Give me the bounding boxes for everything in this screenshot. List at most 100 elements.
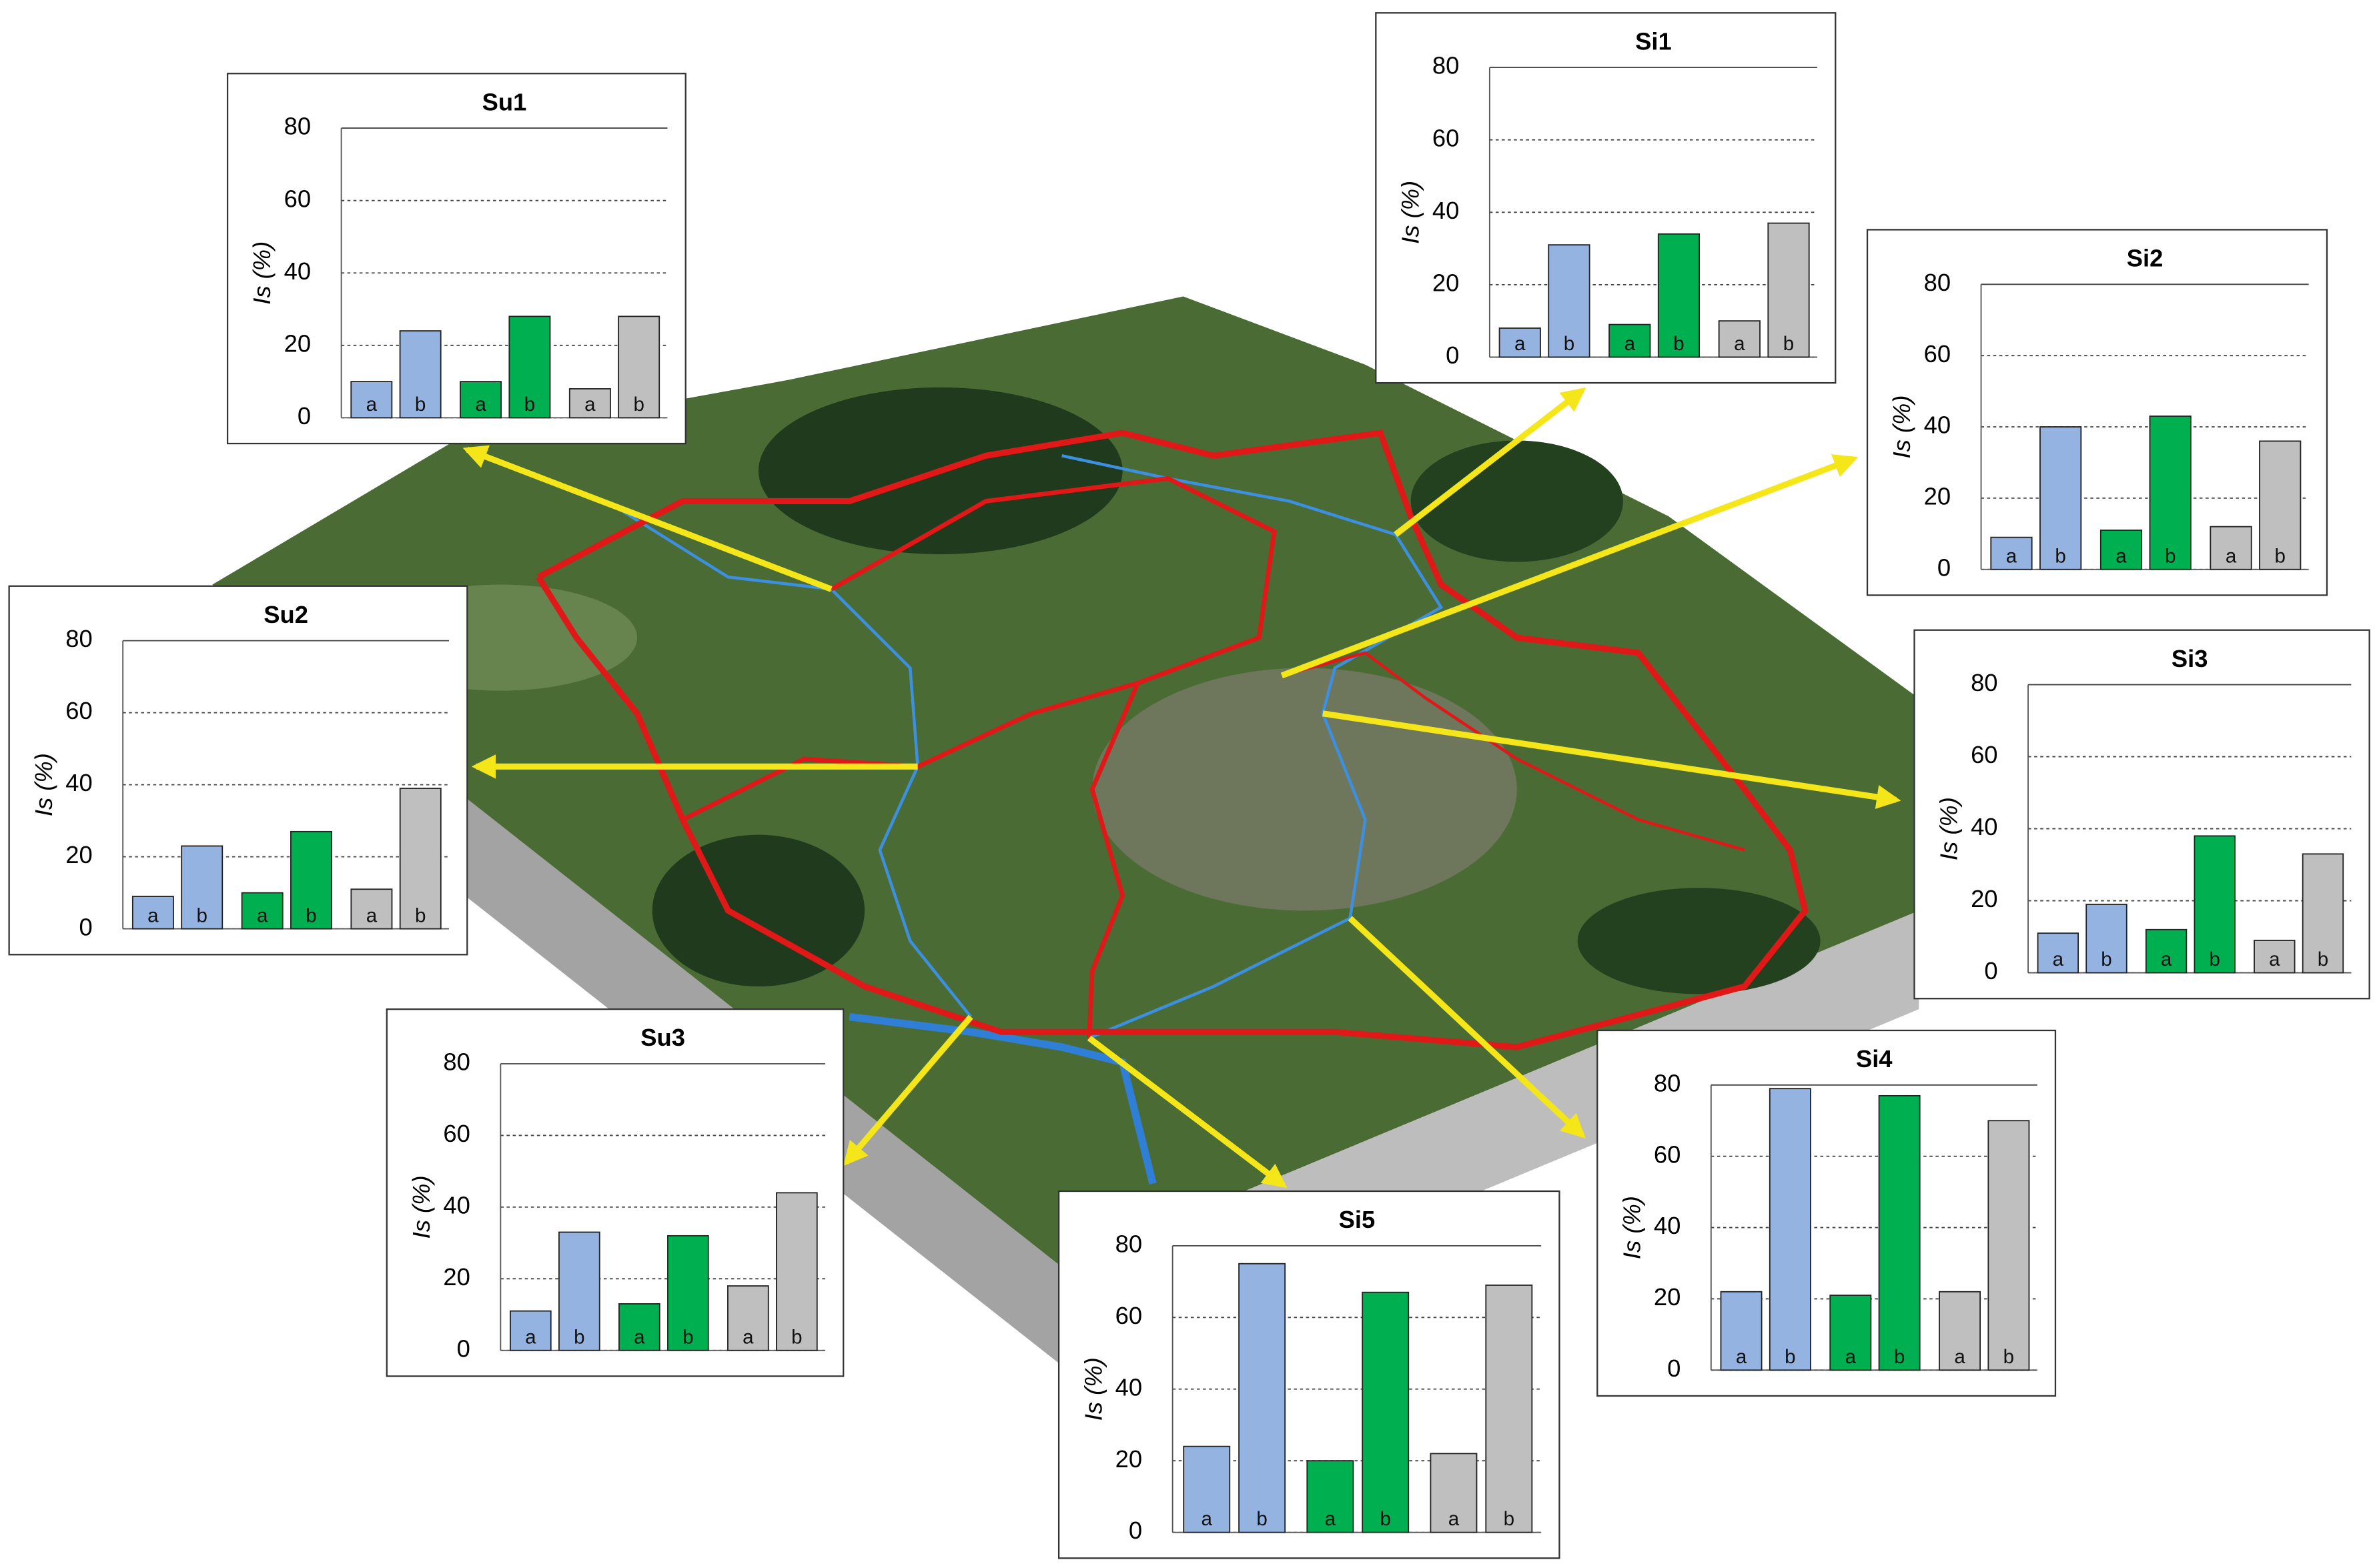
bar-category-label: a [1514,333,1526,355]
arrow [1280,454,1859,679]
bar [350,381,393,419]
y-tick-label: 40 [1971,813,1997,840]
chart-frame [1375,12,1837,384]
bar-category-label: b [2003,1346,2014,1368]
bar [2149,416,2192,570]
y-tick-label: 20 [1971,885,1997,912]
chart-title: Si5 [1339,1206,1376,1233]
y-tick-label: 60 [443,1120,470,1147]
bar [1183,1445,1231,1533]
bar-category-label: b [306,904,316,926]
y-tick-label: 80 [1924,269,1951,296]
bar [1498,327,1541,358]
bar-category-label: b [2274,545,2285,567]
y-tick-label: 60 [1432,124,1459,151]
bar-category-label: a [1845,1346,1857,1368]
bar-category-label: a [1736,1346,1747,1368]
bar [1987,1120,2030,1371]
bar [399,330,442,419]
bar-category-label: a [2226,545,2237,567]
bar [1769,1088,1811,1371]
bar-category-label: b [1673,333,1684,355]
arrow [1087,1035,1288,1189]
bar [558,1231,600,1351]
subwatershed-boundary [1281,651,1745,852]
bar-category-label: b [2055,545,2065,567]
bar [2039,426,2082,570]
chart-title: Si3 [2172,645,2208,672]
y-tick-label: 0 [298,402,311,430]
watershed-boundary [536,430,1809,1050]
y-tick-label: 40 [65,769,92,796]
bar-category-label: a [1954,1346,1965,1368]
y-tick-label: 60 [65,697,92,724]
bar-category-label: b [2318,948,2328,970]
y-tick-label: 60 [1971,741,1997,768]
subwatershed-boundary [830,476,1277,1038]
chart: Su3 Is (%) 0 20 40 60 80 a b a b a b [386,1008,845,1377]
bar [181,845,223,930]
bar [1548,244,1590,358]
bar-category-label: a [2006,545,2017,567]
bar-category-label: b [791,1326,802,1348]
bar-category-label: a [634,1326,645,1348]
bar-category-label: b [1783,333,1794,355]
bar-category-label: a [366,394,378,416]
bar-category-label: b [2165,545,2176,567]
y-tick-label: 40 [1654,1212,1681,1239]
y-tick-label: 60 [284,185,311,212]
arrow [1348,916,1586,1138]
bar-category-label: b [1380,1508,1390,1530]
bar [568,388,611,419]
chart-frame [226,73,686,445]
bar [776,1192,818,1351]
bar-category-label: a [743,1326,754,1348]
terrain-map [212,296,1919,1366]
y-tick-label: 60 [1654,1140,1681,1168]
chart-title: Su2 [264,601,308,628]
y-tick-label: 20 [1924,483,1951,510]
bar-category-label: b [415,904,426,926]
chart-frame [1913,629,2370,1000]
y-tick-label: 40 [1432,197,1459,224]
bar-category-label: b [2101,948,2111,970]
bar-category-label: a [147,904,159,926]
bar-category-label: a [525,1326,536,1348]
river [849,1012,1157,1185]
bar [1829,1295,1872,1371]
bar [667,1235,709,1351]
y-tick-label: 80 [1115,1230,1142,1257]
chart-title: Su3 [640,1024,685,1051]
bar-category-label: b [2210,948,2220,970]
bar [510,1310,552,1351]
y-tick-label: 20 [65,841,92,868]
y-tick-label: 20 [1115,1445,1142,1473]
y-axis-label: Is (%) [248,241,276,305]
bar-category-label: a [366,904,378,926]
bar [727,1285,769,1351]
forest-patch [1410,440,1623,562]
bar-category-label: b [682,1326,693,1348]
y-axis-label: Is (%) [1618,1196,1645,1259]
bar-category-label: a [2269,948,2280,970]
bar [618,1303,660,1351]
chart-title: Si2 [2127,245,2164,272]
y-tick-label: 0 [1937,554,1951,581]
bar-category-label: b [415,394,426,416]
y-tick-label: 80 [443,1048,470,1076]
y-tick-label: 20 [1654,1283,1681,1311]
y-tick-label: 0 [1446,341,1459,369]
bar [2302,853,2344,974]
bar [2145,928,2188,974]
bar [1990,536,2033,570]
y-tick-label: 40 [443,1191,470,1219]
chart: Si1 Is (%) 0 20 40 60 80 a b a b a b [1375,12,1837,384]
bar [2085,904,2127,974]
chart: Si4 Is (%) 0 20 40 60 80 a b a b a b [1596,1029,2057,1397]
y-tick-label: 20 [284,329,311,357]
bar [508,315,551,419]
forest-patch [652,834,865,987]
bar-category-label: b [1785,1346,1795,1368]
bar [131,896,174,930]
urban-area [1092,668,1517,911]
